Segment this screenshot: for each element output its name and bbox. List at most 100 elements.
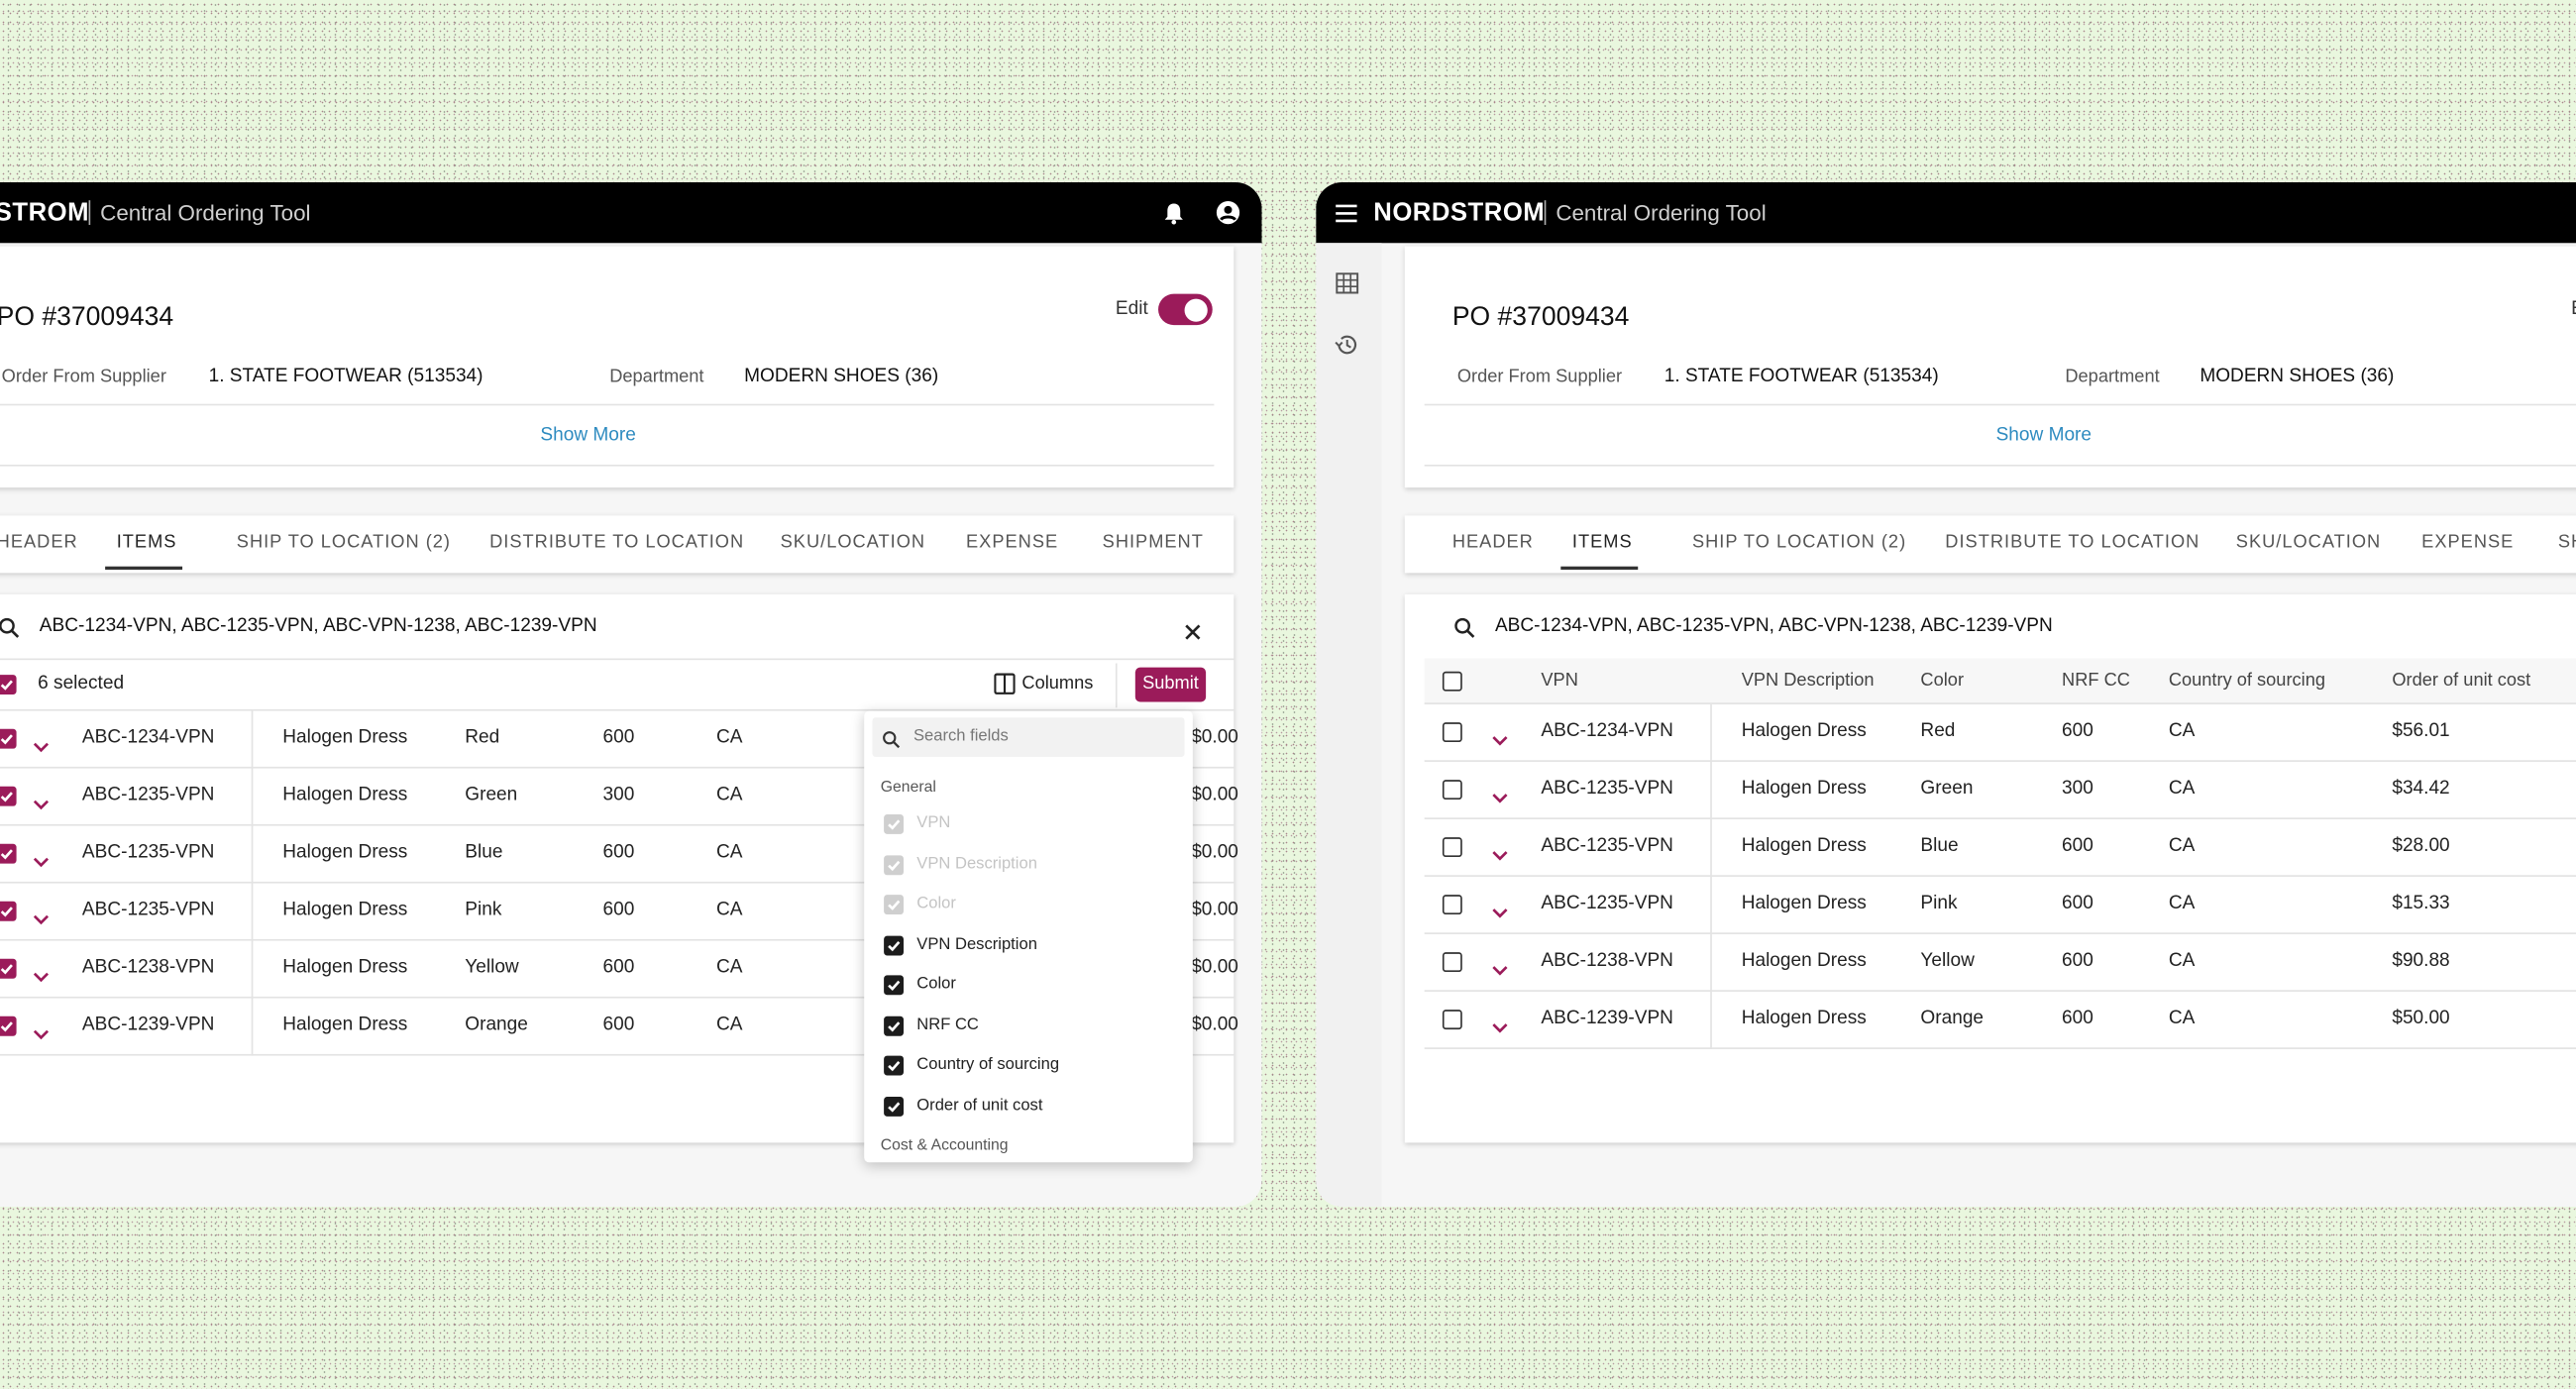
app-bar: NORDSTROM Central Ordering Tool (1316, 181, 2576, 244)
row-checkbox[interactable] (0, 728, 17, 749)
expand-row-button[interactable] (1492, 955, 1509, 985)
expand-row-button[interactable] (33, 847, 50, 877)
column-checkbox[interactable] (884, 1096, 905, 1117)
cell: ABC-1239-VPN (81, 1015, 215, 1035)
divider (1424, 403, 2576, 406)
expand-row-button[interactable] (1492, 725, 1509, 755)
brand-separator (1544, 200, 1547, 226)
row-checkbox[interactable] (0, 901, 17, 921)
tab[interactable]: SHIP TO LOCATION (2) (1691, 532, 1907, 553)
po-summary-card (0, 246, 1234, 488)
tab[interactable]: DISTRIBUTE TO LOCATION (1945, 532, 2200, 553)
cell: CA (715, 842, 743, 863)
row-checkbox[interactable] (1442, 722, 1462, 743)
show-more-link[interactable]: Show More (1995, 425, 2093, 446)
column-option[interactable]: Color (916, 895, 956, 913)
cell: Green (1920, 778, 1974, 799)
column-divider (1710, 703, 1712, 1049)
column-option[interactable]: Color (916, 975, 956, 994)
column-checkbox[interactable] (884, 1015, 905, 1035)
column-checkbox[interactable] (884, 895, 905, 915)
expand-row-button[interactable] (33, 905, 50, 934)
tab[interactable]: DISTRIBUTE TO LOCATION (489, 532, 745, 553)
tab-active[interactable]: ITEMS (116, 532, 177, 553)
row-checkbox[interactable] (1442, 1010, 1462, 1030)
history-button[interactable] (1334, 333, 1358, 364)
row-checkbox[interactable] (1442, 837, 1462, 858)
cell: $0.00 (1191, 957, 1238, 978)
tab-active[interactable]: ITEMS (1571, 532, 1633, 553)
row-checkbox[interactable] (0, 843, 17, 864)
divider (1424, 702, 2576, 704)
cell: ABC-1235-VPN (81, 785, 215, 805)
column-checkbox[interactable] (884, 813, 905, 834)
cell: ABC-1239-VPN (1541, 1008, 1673, 1028)
notifications-button[interactable] (1163, 202, 1185, 233)
cell: $0.00 (1191, 1015, 1238, 1035)
menu-group-heading: Cost & Accounting (880, 1136, 1009, 1155)
cell: CA (715, 785, 743, 805)
tab[interactable]: HEADER (0, 532, 78, 553)
expand-row-button[interactable] (33, 732, 50, 762)
clear-search-button[interactable] (1185, 619, 1202, 649)
column-checkbox[interactable] (884, 1055, 905, 1076)
tabs-card (0, 515, 1234, 574)
cell: Halogen Dress (282, 727, 408, 748)
row-checkbox[interactable] (0, 958, 17, 979)
column-option[interactable]: VPN Description (916, 934, 1037, 954)
tab[interactable]: SHIPMENT (2557, 532, 2576, 553)
cell: Red (465, 727, 500, 748)
columns-button[interactable]: Columns (1021, 674, 1094, 694)
tab[interactable]: SKU/LOCATION (780, 532, 926, 553)
column-option[interactable]: VPN (916, 813, 951, 833)
row-checkbox[interactable] (1442, 952, 1462, 973)
row-checkbox[interactable] (0, 786, 17, 806)
cell: CA (2168, 893, 2196, 913)
row-checkbox[interactable] (0, 1015, 17, 1036)
account-button[interactable] (1216, 200, 1240, 233)
tab[interactable]: SHIP TO LOCATION (2) (236, 532, 451, 553)
cell: $28.00 (2392, 835, 2450, 856)
tab[interactable]: EXPENSE (966, 532, 1059, 553)
edit-toggle[interactable] (1158, 293, 1213, 326)
expand-row-button[interactable] (33, 790, 50, 819)
expand-row-button[interactable] (1492, 1013, 1509, 1042)
select-all-checkbox[interactable] (1442, 671, 1462, 692)
grid-view-button[interactable] (1336, 272, 1359, 302)
tab[interactable]: SHIPMENT (1102, 532, 1204, 553)
menu-button[interactable] (1336, 202, 1357, 232)
brand-logo: NORDSTROM (0, 198, 90, 228)
column-option[interactable]: Country of sourcing (916, 1055, 1060, 1074)
column-checkbox[interactable] (884, 975, 905, 996)
row-checkbox[interactable] (1442, 895, 1462, 915)
column-checkbox[interactable] (884, 934, 905, 955)
search-query: ABC-1234-VPN, ABC-1235-VPN, ABC-VPN-1238… (39, 615, 597, 636)
tab[interactable]: SKU/LOCATION (2235, 532, 2382, 553)
column-option[interactable]: VPN Description (916, 854, 1037, 873)
column-option[interactable]: Order of unit cost (916, 1096, 1043, 1115)
submit-button[interactable]: Submit (1134, 667, 1207, 702)
expand-row-button[interactable] (1492, 898, 1509, 927)
tab[interactable]: EXPENSE (2421, 532, 2515, 553)
field-value: MODERN SHOES (36) (2200, 366, 2395, 386)
row-checkbox[interactable] (1442, 780, 1462, 801)
tab[interactable]: HEADER (1451, 532, 1534, 553)
column-header: Order of unit cost (2392, 670, 2531, 691)
row-divider (1424, 760, 2576, 762)
field-label: Department (609, 367, 704, 387)
field-value: MODERN SHOES (36) (744, 366, 939, 386)
columns-icon[interactable] (994, 673, 1016, 702)
app-name: Central Ordering Tool (1556, 200, 1767, 226)
column-option[interactable]: NRF CC (916, 1015, 979, 1034)
expand-row-button[interactable] (33, 1019, 50, 1049)
expand-row-button[interactable] (1492, 840, 1509, 870)
column-checkbox[interactable] (884, 854, 905, 875)
columns-search-field[interactable] (872, 717, 1185, 757)
cell: ABC-1235-VPN (1541, 893, 1673, 913)
select-all-checkbox[interactable] (0, 675, 17, 694)
expand-row-button[interactable] (33, 962, 50, 992)
show-more-link[interactable]: Show More (540, 425, 636, 446)
cell: 600 (602, 842, 635, 863)
expand-row-button[interactable] (1492, 783, 1509, 812)
selected-count: 6 selected (38, 673, 125, 694)
